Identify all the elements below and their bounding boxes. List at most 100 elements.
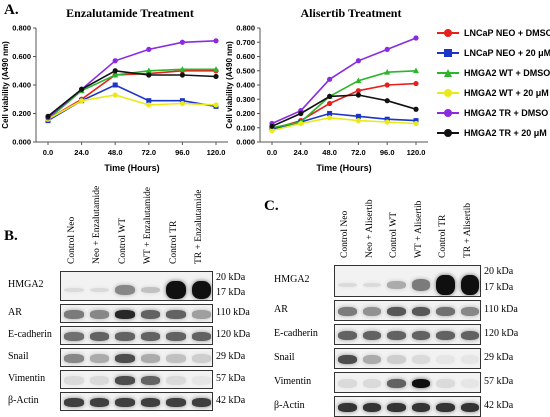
western-blot-alisertib: Control Neo Neo + Alisertib Control WT WT +… <box>270 180 550 417</box>
protein-band <box>191 398 211 407</box>
kda-marker: 17 kDa <box>484 282 514 293</box>
data-point <box>384 119 390 125</box>
protein-band <box>338 402 357 413</box>
x-tick-label: 48.0 <box>322 148 337 157</box>
protein-band <box>166 398 186 407</box>
lane-label: Control TR <box>168 220 179 264</box>
legend-label: LNCaP NEO + 20 μM <box>464 48 550 58</box>
data-point <box>269 128 275 134</box>
protein-band <box>411 402 430 413</box>
y-axis-label: Cell viability (A490 nm) <box>226 41 234 129</box>
blot-strip <box>334 300 481 321</box>
y-tick-label: 0.500 <box>236 66 255 75</box>
protein-band <box>460 274 479 296</box>
series-line <box>271 116 417 132</box>
panel-label-a: A. <box>4 2 19 18</box>
series-line <box>271 82 417 130</box>
y-tick-label: 0.600 <box>236 52 255 61</box>
chart-title-enzalutamide: Enzalutamide Treatment <box>66 6 194 20</box>
protein-label: Vimentin <box>274 375 312 387</box>
line-chart-enzalutamide: 0.000 0.200 0.400 0.600 0.800 0.0 24.0 48.0 72.0… <box>1 24 228 173</box>
protein-band <box>387 378 406 389</box>
legend-swatch <box>437 28 459 38</box>
x-tick-label: 96.0 <box>175 148 190 157</box>
blot-strip <box>60 326 213 345</box>
data-point <box>213 66 219 72</box>
protein-label: Vimentin <box>8 372 46 384</box>
protein-band <box>338 330 357 341</box>
data-point <box>112 58 118 64</box>
protein-band <box>64 354 84 363</box>
lane-label: Control WT <box>117 217 128 264</box>
chart-title-alisertib: Alisertib Treatment <box>300 6 402 20</box>
x-tick-label: 0.0 <box>267 148 277 157</box>
data-point <box>146 102 152 108</box>
legend-label: HMGA2 TR + 20 μM <box>464 128 547 138</box>
data-point <box>355 118 361 124</box>
legend-item: HMGA2 WT + 20 μM <box>437 88 549 98</box>
protein-band <box>387 330 406 341</box>
legend-swatch <box>437 48 459 58</box>
y-tick-label: 0.000 <box>12 138 31 147</box>
protein-band <box>436 330 455 341</box>
protein-band <box>166 376 186 385</box>
protein-band <box>64 332 84 341</box>
protein-band <box>64 376 84 385</box>
data-point <box>298 110 304 117</box>
blot-strip <box>334 324 481 345</box>
data-point <box>355 113 361 119</box>
protein-label: Snail <box>8 350 29 362</box>
protein-band <box>115 310 135 319</box>
data-point <box>145 67 152 74</box>
data-point <box>179 100 185 107</box>
protein-band <box>460 378 479 389</box>
protein-band <box>411 279 430 291</box>
y-tick-label: 0.700 <box>236 38 255 47</box>
data-point <box>179 39 185 45</box>
protein-band <box>115 354 135 363</box>
y-tick-label: 0.400 <box>12 81 31 90</box>
protein-band <box>436 354 455 365</box>
y-tick-label: 0.300 <box>236 95 255 104</box>
protein-band <box>338 306 357 317</box>
kda-marker: 17 kDa <box>216 286 246 298</box>
data-point <box>112 71 119 78</box>
lane-label: TR + Enzalutamide <box>194 189 205 264</box>
blot-strip <box>60 392 213 411</box>
protein-band <box>89 398 109 407</box>
protein-band <box>362 330 381 341</box>
protein-band <box>436 402 455 413</box>
data-point <box>112 68 118 74</box>
legend-swatch <box>437 68 459 78</box>
protein-band <box>166 310 186 319</box>
data-point <box>298 120 304 127</box>
data-point <box>179 66 186 72</box>
series-line <box>47 84 217 122</box>
data-point <box>213 102 219 108</box>
x-tick-label: 48.0 <box>108 148 123 157</box>
kda-marker: 110 kDa <box>216 306 250 318</box>
protein-band <box>115 284 135 296</box>
protein-band <box>338 378 357 389</box>
data-point <box>355 92 361 98</box>
data-point <box>327 100 333 107</box>
legend-item: LNCaP NEO + 20 μM <box>437 48 550 58</box>
lane-label: Control TR <box>438 214 449 258</box>
data-point <box>413 35 419 41</box>
protein-band <box>89 332 109 341</box>
protein-band <box>191 310 211 319</box>
y-tick-label: 0.100 <box>236 123 255 132</box>
protein-band <box>140 398 160 407</box>
series-line <box>47 69 216 120</box>
y-tick-label: 0.600 <box>12 52 31 61</box>
y-tick-label: 0.000 <box>236 138 255 147</box>
kda-marker: 120 kDa <box>484 327 519 339</box>
lane-label: Control Neo <box>340 210 351 258</box>
lane-label: WT + Enzalutamide <box>143 187 154 264</box>
protein-band <box>338 354 357 365</box>
kda-marker: 29 kDa <box>484 351 514 363</box>
protein-band <box>89 287 109 293</box>
protein-band <box>460 330 479 341</box>
data-point <box>327 115 333 121</box>
kda-marker: 110 kDa <box>484 303 518 315</box>
